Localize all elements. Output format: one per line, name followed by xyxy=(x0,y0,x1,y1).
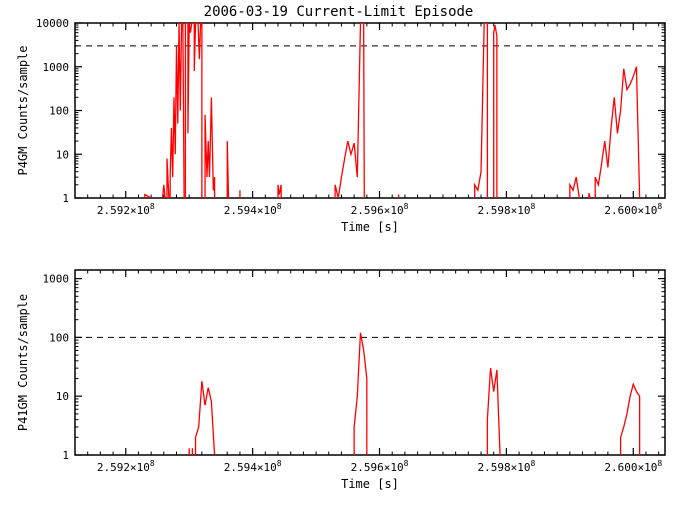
svg-text:10000: 10000 xyxy=(36,17,69,30)
svg-text:1: 1 xyxy=(62,192,69,205)
svg-text:2.598×108: 2.598×108 xyxy=(477,202,535,217)
svg-text:2.594×108: 2.594×108 xyxy=(224,459,282,474)
svg-text:Time [s]: Time [s] xyxy=(341,220,399,234)
svg-text:2.600×108: 2.600×108 xyxy=(604,202,662,217)
svg-text:1000: 1000 xyxy=(43,61,70,74)
panel1-chart: 1 10 100 1000 10000 2.592×108 2.594×108 2.596×1… xyxy=(0,0,677,250)
svg-text:1: 1 xyxy=(62,449,69,462)
svg-text:2.596×108: 2.596×108 xyxy=(351,459,409,474)
svg-text:10: 10 xyxy=(56,148,69,161)
svg-text:2.596×108: 2.596×108 xyxy=(351,202,409,217)
svg-text:2.592×108: 2.592×108 xyxy=(97,202,155,217)
svg-text:100: 100 xyxy=(49,105,69,118)
svg-text:2.594×108: 2.594×108 xyxy=(224,202,282,217)
svg-text:10: 10 xyxy=(56,390,69,403)
svg-text:P4GM Counts/sample: P4GM Counts/sample xyxy=(16,45,30,175)
svg-text:2.592×108: 2.592×108 xyxy=(97,459,155,474)
svg-text:Time [s]: Time [s] xyxy=(341,477,399,491)
svg-text:2.600×108: 2.600×108 xyxy=(604,459,662,474)
panel2-chart: 1 10 100 1000 2.592×108 2.594×108 2.596×108 2.5… xyxy=(0,250,677,511)
svg-text:1000: 1000 xyxy=(43,273,70,286)
svg-text:P41GM Counts/sample: P41GM Counts/sample xyxy=(16,294,30,431)
svg-text:100: 100 xyxy=(49,331,69,344)
svg-text:2.598×108: 2.598×108 xyxy=(477,459,535,474)
